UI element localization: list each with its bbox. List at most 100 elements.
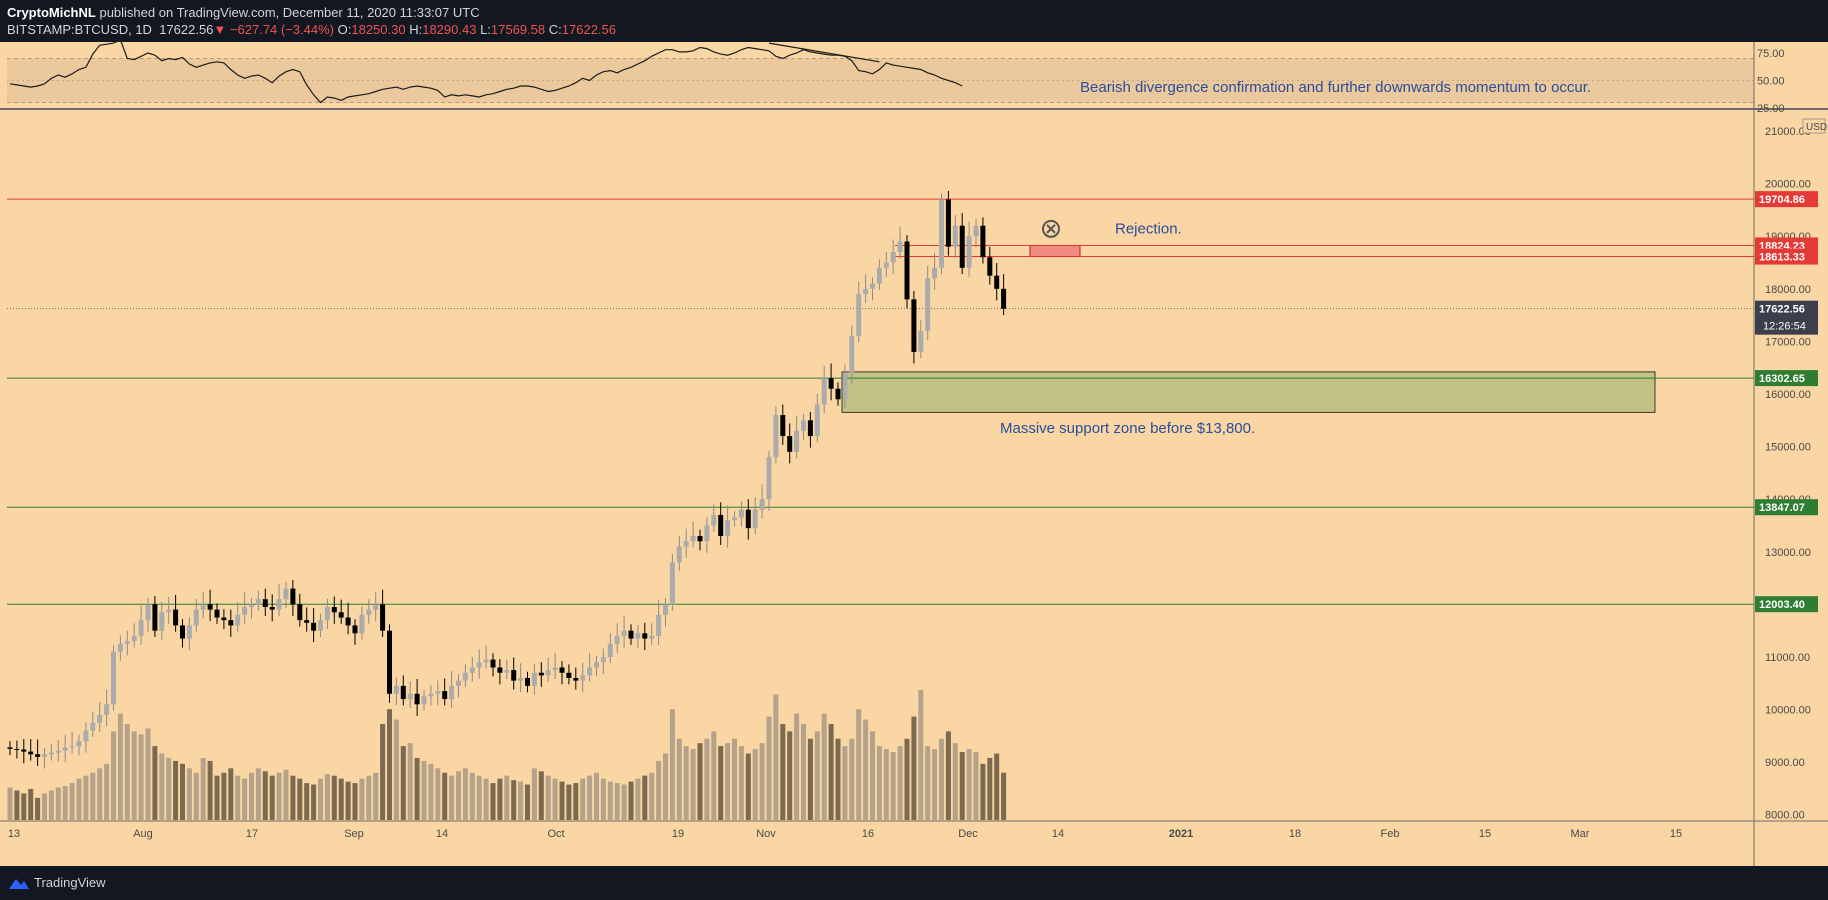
rsi-divergence-trendline[interactable] xyxy=(768,42,880,63)
price-tick-label: 8000.00 xyxy=(1765,810,1805,822)
candle-body xyxy=(945,199,951,247)
candle-body xyxy=(525,678,530,686)
candle-body xyxy=(366,609,372,615)
time-tick-label: 17 xyxy=(246,828,258,840)
candle-body xyxy=(849,336,855,373)
candle-body xyxy=(759,499,765,510)
volume-bar xyxy=(14,790,20,820)
candle-body xyxy=(518,678,524,681)
volume-bar xyxy=(594,772,599,820)
volume-bar xyxy=(552,778,558,820)
candle-body xyxy=(173,609,179,626)
volume-bar xyxy=(111,731,116,820)
candle-body xyxy=(573,678,579,681)
volume-bar xyxy=(656,760,662,820)
unit-label: USD xyxy=(1806,122,1827,133)
candle-body xyxy=(90,722,96,731)
volume-bar xyxy=(504,775,510,820)
candle-body xyxy=(842,372,848,400)
support-zone-box[interactable] xyxy=(841,371,1656,413)
volume-bar xyxy=(525,784,530,820)
volume-bar xyxy=(870,731,875,820)
candle-body xyxy=(870,283,875,289)
volume-bar xyxy=(690,749,696,820)
candle-body xyxy=(863,288,869,295)
volume-bar xyxy=(876,746,882,820)
volume-bar xyxy=(48,790,54,820)
price-tick-label: 18000.00 xyxy=(1765,284,1811,296)
chart-area[interactable]: 75.00 50.00 25.00 Bearish divergence confir… xyxy=(0,42,1828,866)
volume-bar xyxy=(966,749,972,820)
candle-body xyxy=(628,630,634,639)
time-tick-label: 14 xyxy=(436,828,448,840)
candle-body xyxy=(456,680,461,686)
volume-bar xyxy=(35,797,41,820)
candle-body xyxy=(400,685,406,700)
volume-bar xyxy=(221,772,227,820)
unit-badge[interactable] xyxy=(1802,118,1826,134)
time-tick-label: Oct xyxy=(547,828,564,840)
candle-body xyxy=(145,604,151,621)
publish-line: CryptoMichNL published on TradingView.co… xyxy=(7,5,480,20)
candle-body xyxy=(704,525,710,542)
volume-bar xyxy=(62,786,68,820)
candle-body xyxy=(587,667,593,676)
candle-body xyxy=(614,635,620,644)
volume-bar xyxy=(856,709,862,820)
published-text: published on TradingView.com, December 1… xyxy=(99,5,480,20)
rejection-x-icon xyxy=(1046,224,1056,234)
candle-body xyxy=(897,241,903,252)
ohlc-line: BITSTAMP:BTCUSD, 1D 17622.56▼ −627.74 (−… xyxy=(7,22,616,37)
tradingview-brand[interactable]: TradingView xyxy=(34,875,106,890)
volume-bar xyxy=(807,738,813,820)
candle-body xyxy=(373,604,379,610)
volume-bar xyxy=(180,763,185,820)
candle-body xyxy=(642,633,648,639)
candle-body xyxy=(152,604,158,631)
volume-bar xyxy=(331,775,337,820)
low-label: L: xyxy=(480,22,491,37)
volume-bar xyxy=(283,769,289,820)
candle-body xyxy=(683,541,689,547)
level-price-label: 12003.40 xyxy=(1759,599,1805,611)
candle-body xyxy=(104,704,110,715)
volume-bar xyxy=(242,778,248,820)
candle-body xyxy=(469,667,475,673)
close-label: C: xyxy=(548,22,562,37)
candle-body xyxy=(393,685,399,694)
volume-bar xyxy=(55,787,61,820)
publisher-name[interactable]: CryptoMichNL xyxy=(7,5,96,20)
volume-bar xyxy=(559,781,565,820)
volume-bar xyxy=(28,788,34,820)
level-price-tag xyxy=(1755,370,1818,387)
volume-bar xyxy=(676,738,682,820)
candle-body xyxy=(828,378,834,389)
volume-bar xyxy=(145,728,151,820)
rejection-box[interactable] xyxy=(1029,244,1081,258)
close-value: 17622.56 xyxy=(561,22,617,37)
volume-bar xyxy=(849,738,855,820)
volume-bar xyxy=(421,760,427,820)
candle-body xyxy=(690,536,696,542)
volume-bar xyxy=(842,746,848,820)
candle-body xyxy=(718,514,724,536)
tradingview-logo-icon[interactable] xyxy=(8,876,30,890)
volume-bar xyxy=(925,746,931,820)
volume-bar xyxy=(745,753,751,820)
volume-bar xyxy=(566,784,572,820)
candle-body xyxy=(656,614,662,636)
volume-bar xyxy=(104,763,110,820)
time-tick-label: Mar xyxy=(1571,828,1590,840)
volume-bar xyxy=(42,793,47,820)
volume-bar xyxy=(600,778,606,820)
candle-body xyxy=(649,635,655,639)
candle-body xyxy=(531,672,537,686)
candle-body xyxy=(987,257,993,276)
volume-bar xyxy=(621,784,627,820)
price-tick-label: 10000.00 xyxy=(1765,705,1811,717)
candle-body xyxy=(911,299,917,352)
candle-body xyxy=(973,225,979,237)
symbol-label[interactable]: BITSTAMP:BTCUSD, 1D xyxy=(7,22,152,37)
volume-bar xyxy=(794,713,800,820)
candle-body xyxy=(228,620,234,626)
